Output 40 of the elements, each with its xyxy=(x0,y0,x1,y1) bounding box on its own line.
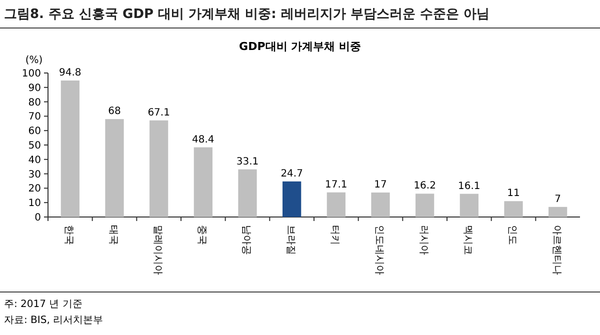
x-tick-label: 인도 xyxy=(506,225,518,245)
x-tick-label: 말레이시아 xyxy=(152,225,163,275)
y-tick-label: 10 xyxy=(28,198,41,210)
x-tick-label: 남아공 xyxy=(240,225,252,255)
y-tick-label: 70 xyxy=(28,112,41,123)
data-label: 7 xyxy=(554,194,562,205)
x-tick-label: 태국 xyxy=(108,225,118,245)
data-label: 24.7 xyxy=(280,168,303,180)
data-label: 17.1 xyxy=(325,179,348,190)
x-tick-label: 멕시코 xyxy=(462,225,474,255)
text: 자료: BIS, 리서치본부 xyxy=(4,315,104,326)
data-label: 33.1 xyxy=(236,156,259,168)
data-label: 67.1 xyxy=(148,107,170,118)
x-tick-label: 아르헨티나 xyxy=(550,225,562,275)
data-label: 17 xyxy=(374,180,387,191)
y-axis-title: (%) xyxy=(25,55,43,66)
title: 그림8. 주요 신흥국 GDP 대비 가계부채 비중: 레버리지가 부담스러운 수준은 아님 xyxy=(4,7,490,22)
text: 주: 2017 년 기준 xyxy=(4,299,82,310)
data-label: 11 xyxy=(507,188,520,200)
data-label: 48.4 xyxy=(192,134,214,146)
data-label: 68 xyxy=(108,106,121,118)
data-label: 16.1 xyxy=(458,180,480,192)
x-tick-label: 브라질 xyxy=(284,225,296,255)
y-tick-label: 100 xyxy=(22,68,41,80)
x-tick-label: 러시아 xyxy=(418,225,429,255)
x-tick-label: 중국 xyxy=(196,225,208,245)
y-tick-label: 80 xyxy=(28,97,41,108)
y-tick-label: 20 xyxy=(28,184,41,195)
x-tick-label: 터키 xyxy=(329,225,340,245)
y-tick-label: 50 xyxy=(28,140,41,152)
y-tick-label: 0 xyxy=(34,212,41,224)
data-label: 94.8 xyxy=(59,67,82,78)
x-tick-label: 한국 xyxy=(63,225,74,245)
y-tick-label: 90 xyxy=(28,82,41,94)
data-label: 16.2 xyxy=(414,180,436,192)
y-tick-label: 30 xyxy=(28,169,41,180)
y-tick-label: 40 xyxy=(28,154,41,166)
subtitle: GDP대비 가계부채 비중 xyxy=(239,40,361,53)
x-tick-label: 인도네시아 xyxy=(374,225,384,275)
y-tick-label: 60 xyxy=(28,126,41,138)
